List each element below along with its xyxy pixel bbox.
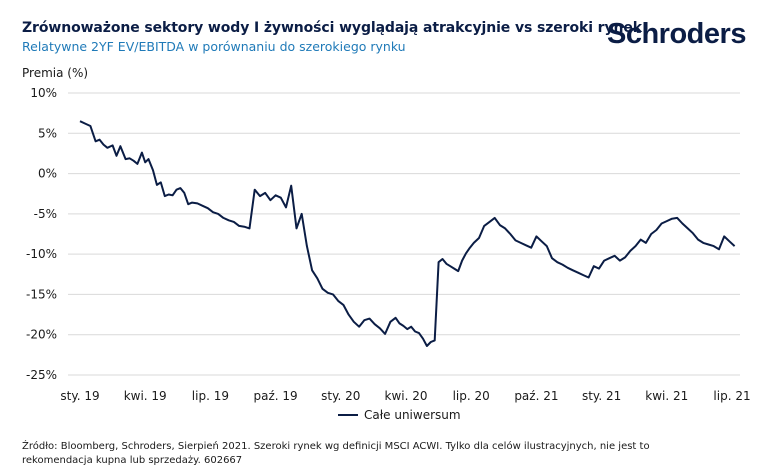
x-tick-label: kwi. 21 <box>645 389 688 403</box>
legend-label: Całe uniwersum <box>364 408 461 422</box>
x-tick-label: sty. 20 <box>321 389 360 403</box>
y-tick-label: -25% <box>26 368 57 382</box>
x-tick-label: paź. 19 <box>254 389 298 403</box>
legend: Całe uniwersum <box>338 408 461 422</box>
series-lines <box>79 120 736 347</box>
y-tick-label: -15% <box>26 287 57 301</box>
x-tick-label: sty. 21 <box>582 389 621 403</box>
x-tick-label: lip. 20 <box>453 389 490 403</box>
x-tick-label: sty. 19 <box>60 389 99 403</box>
x-tick-label: lip. 19 <box>192 389 229 403</box>
x-tick-label: paź. 21 <box>514 389 558 403</box>
y-tick-label: 5% <box>38 126 57 140</box>
series-line-cale-uniwersum <box>79 120 736 347</box>
y-tick-label: 10% <box>30 86 57 100</box>
schroders-logo: Schroders <box>607 18 746 50</box>
y-tick-labels: 10% 5% 0% -5% -10% -15% -20% -25% <box>26 86 57 382</box>
chart-subtitle: Relatywne 2YF EV/EBITDA w porównaniu do … <box>22 39 406 54</box>
grid-lines <box>68 92 740 376</box>
x-tick-label: kwi. 20 <box>385 389 428 403</box>
x-tick-labels: sty. 19 kwi. 19 lip. 19 paź. 19 sty. 20 kwi. … <box>60 389 750 403</box>
y-axis-label: Premia (%) <box>22 66 89 80</box>
y-tick-label: 0% <box>38 167 57 181</box>
y-tick-label: -10% <box>26 247 57 261</box>
x-tick-label: lip. 21 <box>713 389 750 403</box>
chart-title: Zrównoważone sektory wody I żywności wyg… <box>22 20 642 36</box>
y-tick-label: -20% <box>26 328 57 342</box>
y-tick-label: -5% <box>34 207 57 221</box>
source-note: Źródło: Bloomberg, Schroders, Sierpień 2… <box>22 441 650 466</box>
x-tick-label: kwi. 19 <box>124 389 167 403</box>
